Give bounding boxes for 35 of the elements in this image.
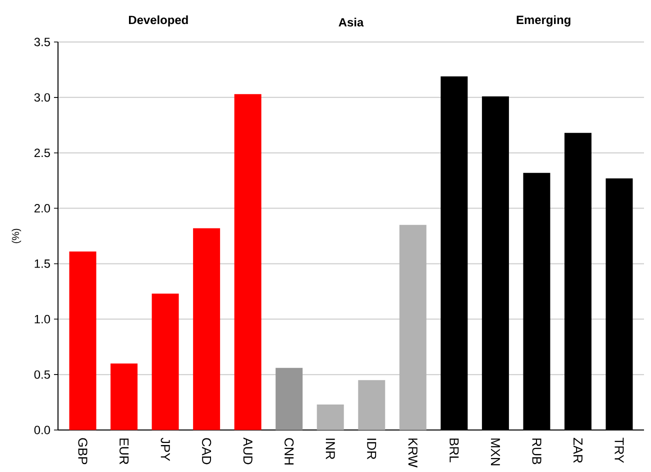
x-tick-label: INR [326,438,335,460]
y-tick-label: 1.5 [34,260,50,268]
bar [152,294,179,430]
y-tick-label: 0.0 [34,426,50,434]
y-tick-label: 0.5 [34,370,50,379]
bar [69,252,96,430]
bar [399,224,426,430]
x-tick-label: IDR [367,438,376,460]
x-tick-label: ZAR [574,438,582,463]
x-tick-label: CNH [284,438,294,465]
bar [316,404,344,430]
text: Asia [338,18,364,27]
y-tick-label: 2.5 [34,148,50,158]
text: Emerging [516,15,570,27]
x-tick-label: JPY [160,438,170,461]
x-tick-label: TRY [614,438,624,463]
x-tick-label: RUB [532,438,542,464]
y-axis-title: (%) [12,228,22,244]
x-tick-label: EUR [120,438,129,464]
x-tick-label: MXN [490,438,500,466]
bar [234,94,262,430]
x-tick-label: AUD [243,438,252,464]
text: Developed [128,15,188,27]
x-tick-label: GBP [78,438,88,464]
y-tick-label: 1.0 [34,314,50,324]
bar [358,380,386,430]
bar [110,363,138,430]
y-tick-label: 2.0 [34,204,50,213]
x-tick-label: BRL [450,438,459,462]
bar [193,228,220,430]
x-tick-label: KRW [408,438,418,468]
bar [276,368,303,430]
x-tick-label: CAD [202,438,212,464]
y-tick-label: 3.0 [34,93,50,102]
y-tick-label: 3.5 [34,38,50,46]
